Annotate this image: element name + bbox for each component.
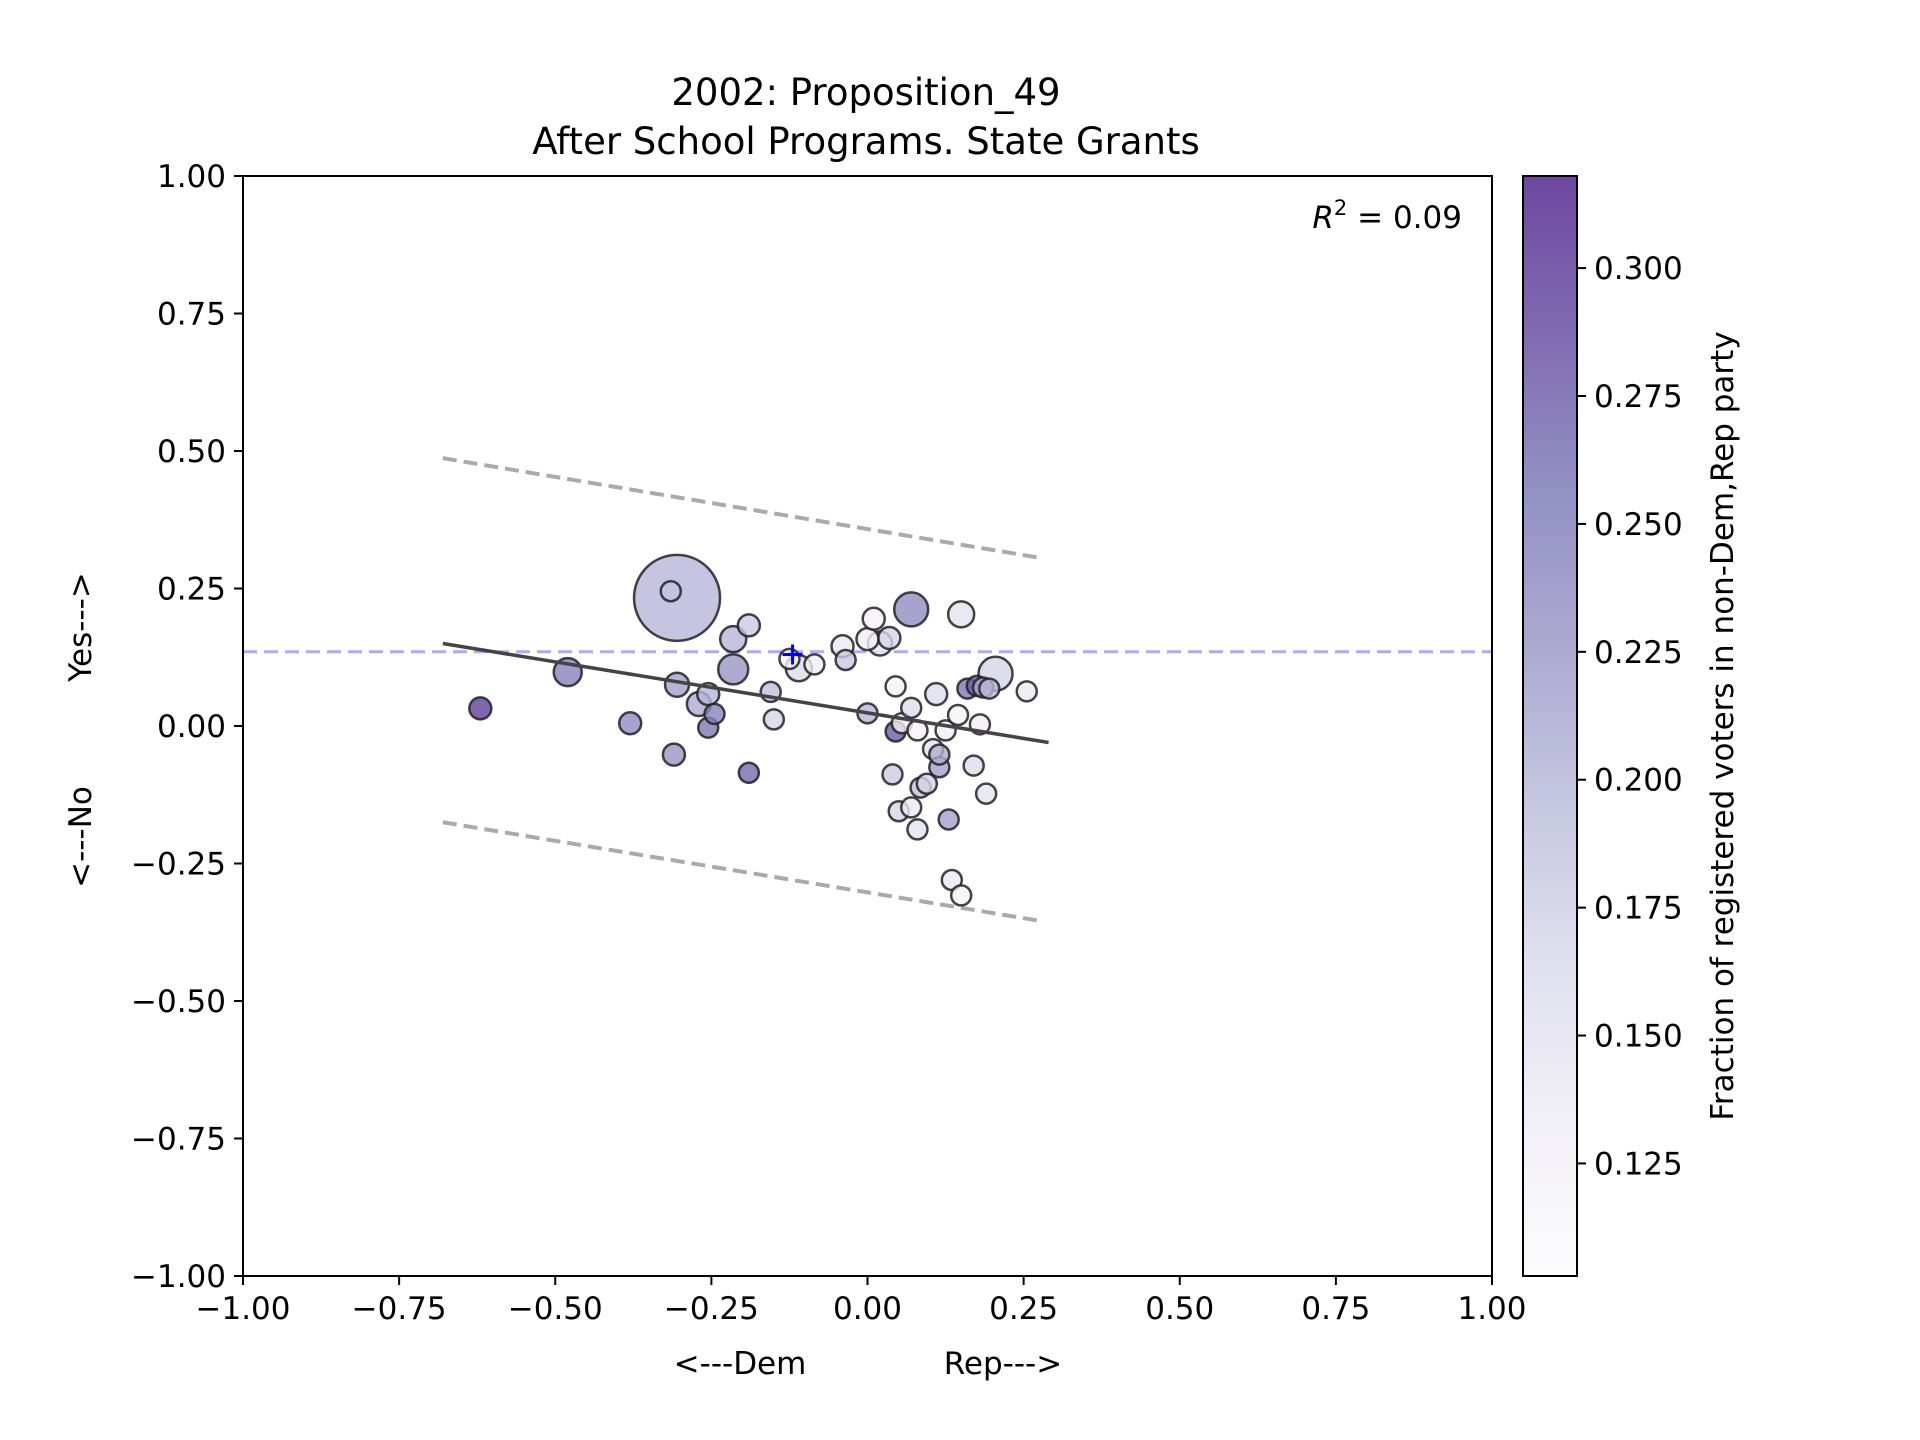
fit-line — [442, 641, 1049, 745]
data-point — [899, 696, 923, 720]
y-axis-ticks: −1.00 −0.75 −0.50 −0.25 0.00 0.25 0.50 0.75 1.00 — [131, 159, 243, 1295]
y-tick-label: −0.75 — [131, 1122, 226, 1158]
colorbar-gradient — [1522, 175, 1578, 1277]
mean-marker — [782, 644, 803, 665]
chart-subtitle: After School Programs. State Grants — [532, 120, 1200, 163]
chart-title: 2002: Proposition_49 — [671, 71, 1060, 114]
data-point — [617, 711, 643, 736]
annotation-r2-value: = 0.09 — [1347, 200, 1462, 236]
x-tick-label: 0.50 — [1145, 1291, 1214, 1327]
colorbar-ticks: 0.125 0.150 0.175 0.200 0.225 0.250 0.275 0.300 — [1577, 251, 1683, 1182]
x-tick-label: 0.75 — [1301, 1291, 1370, 1327]
x-axis-label-left: <---Dem — [674, 1346, 807, 1382]
annotation-r2: R2 = 0.09 — [1312, 196, 1462, 236]
data-point — [915, 772, 939, 795]
data-point — [834, 648, 857, 672]
colorbar-tick-label: 0.125 — [1594, 1146, 1683, 1182]
y-axis-label-top: Yes---> — [63, 572, 99, 683]
y-tick-label: 1.00 — [157, 159, 226, 195]
colorbar-tick-label: 0.225 — [1594, 635, 1683, 671]
colorbar-tick-label: 0.200 — [1594, 763, 1683, 799]
lower-band-line — [442, 820, 1043, 924]
data-point — [899, 796, 923, 819]
data-point — [716, 653, 750, 686]
colorbar-tick-label: 0.250 — [1594, 507, 1683, 543]
data-points — [468, 553, 1038, 907]
x-tick-label: −0.75 — [352, 1291, 447, 1327]
confidence-bands — [442, 456, 1043, 924]
data-point — [892, 591, 930, 628]
colorbar: 0.125 0.150 0.175 0.200 0.225 0.250 0.275 0.300 — [1522, 175, 1683, 1277]
data-point — [703, 702, 726, 726]
plot-area — [242, 175, 1493, 1277]
data-point — [737, 761, 761, 784]
y-tick-label: 0.00 — [157, 709, 226, 745]
colorbar-tick-label: 0.275 — [1594, 379, 1683, 415]
data-point — [946, 600, 976, 629]
x-axis-ticks: −1.00 −0.75 −0.50 −0.25 0.00 0.25 0.50 0.75 1.00 — [196, 1276, 1527, 1327]
upper-band-line — [442, 456, 1043, 561]
y-axis-label-bottom: <---No — [63, 786, 99, 888]
data-point — [762, 708, 786, 731]
data-point — [906, 818, 929, 841]
x-axis-label-right: Rep---> — [944, 1346, 1062, 1382]
data-point — [923, 681, 949, 707]
x-tick-label: 1.00 — [1457, 1291, 1526, 1327]
data-point — [962, 754, 985, 777]
x-tick-label: 0.00 — [833, 1291, 902, 1327]
data-point — [884, 675, 907, 698]
x-tick-label: 0.25 — [989, 1291, 1058, 1327]
y-tick-label: −1.00 — [131, 1259, 226, 1295]
data-point — [855, 626, 880, 652]
y-tick-label: −0.25 — [131, 847, 226, 883]
colorbar-label: Fraction of registered voters in non-Dem… — [1705, 331, 1741, 1120]
data-point — [877, 625, 902, 651]
data-point — [1015, 680, 1038, 703]
annotation-r2-label: R — [1312, 200, 1334, 236]
x-tick-label: −0.50 — [508, 1291, 603, 1327]
data-point — [659, 580, 683, 603]
data-point — [661, 742, 687, 767]
data-point — [946, 703, 970, 727]
y-tick-label: 0.50 — [157, 434, 226, 470]
data-point — [778, 647, 801, 671]
data-point — [803, 653, 826, 676]
data-point — [736, 613, 762, 638]
x-tick-label: −0.25 — [664, 1291, 759, 1327]
data-point — [861, 606, 886, 631]
data-point — [974, 782, 998, 805]
annotation-r2-sup: 2 — [1334, 196, 1347, 220]
x-tick-label: −1.00 — [196, 1291, 291, 1327]
data-point — [949, 884, 973, 907]
data-point — [468, 696, 493, 721]
y-tick-label: 0.75 — [157, 297, 226, 333]
data-point — [881, 763, 904, 786]
y-tick-label: −0.50 — [131, 984, 226, 1020]
data-point — [978, 677, 1001, 700]
colorbar-tick-label: 0.300 — [1594, 251, 1683, 287]
y-tick-label: 0.25 — [157, 572, 226, 608]
plot-frame — [242, 175, 1493, 1277]
data-point — [937, 808, 960, 831]
data-point — [928, 743, 951, 766]
colorbar-tick-label: 0.175 — [1594, 891, 1683, 927]
colorbar-tick-label: 0.150 — [1594, 1019, 1683, 1055]
